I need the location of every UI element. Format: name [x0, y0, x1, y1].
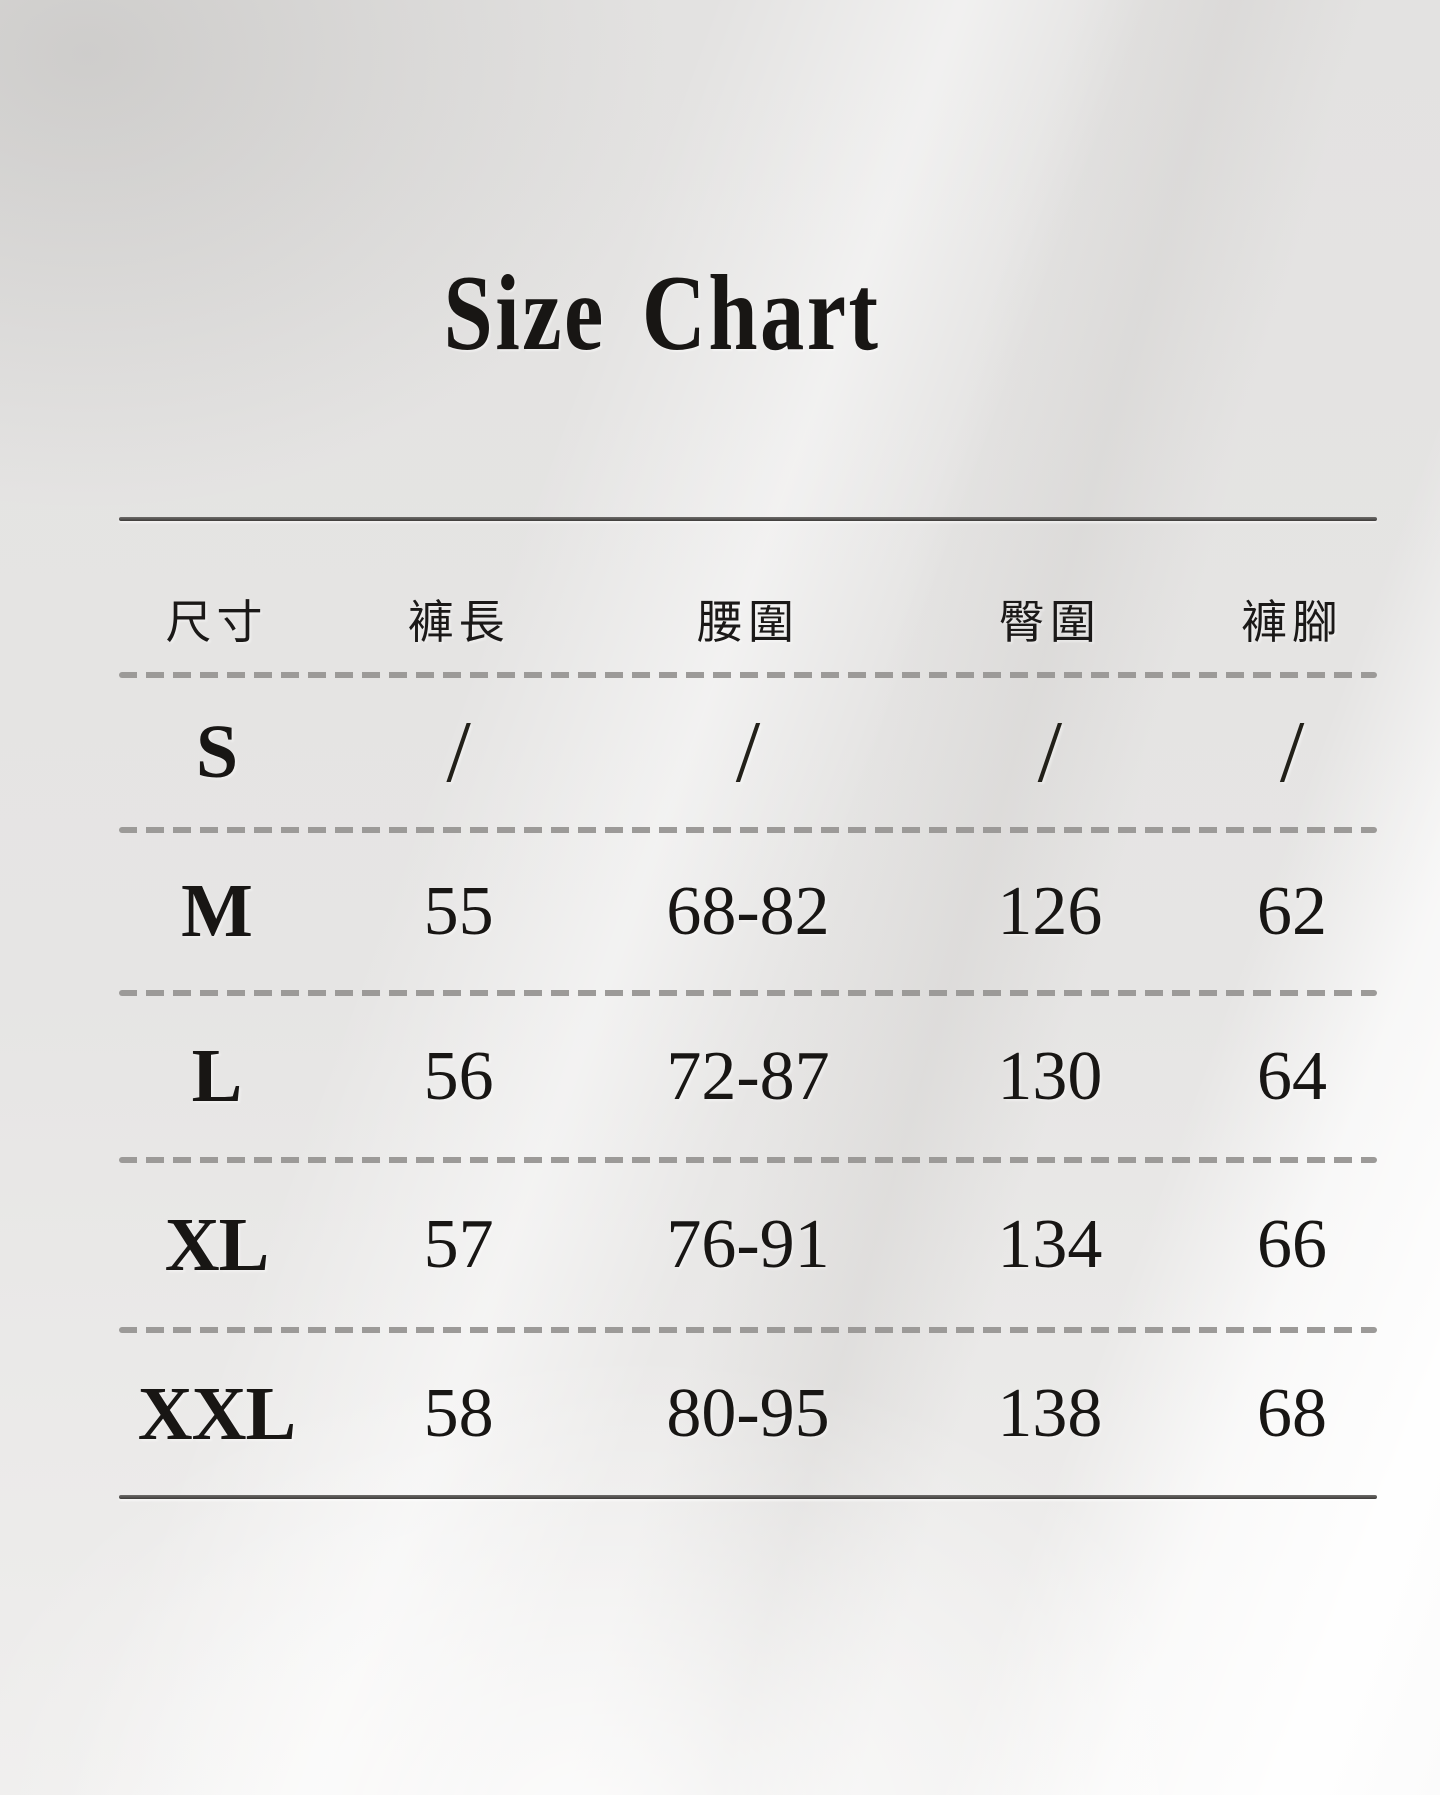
table-row-l: L 56 72-87 130 64 — [119, 996, 1377, 1157]
size-table: 尺寸 褲長 腰圍 臀圍 褲腳 S / / / / M 55 68-82 126 … — [119, 517, 1377, 1499]
cell-xxl-leg-opening: 68 — [1257, 1375, 1328, 1452]
table-row-m: M 55 68-82 126 62 — [119, 833, 1377, 990]
table-row-xl: XL 57 76-91 134 66 — [119, 1163, 1377, 1327]
row-divider — [119, 990, 1377, 996]
column-header-hip: 臀圍 — [998, 594, 1101, 649]
table-row-xxl: XXL 58 80-95 138 68 — [119, 1333, 1377, 1495]
cell-l-waist: 72-87 — [666, 1037, 830, 1115]
cell-m-leg-opening: 62 — [1257, 872, 1328, 950]
column-header-leg-opening: 褲腳 — [1241, 594, 1344, 649]
cell-s-waist: / — [735, 704, 761, 801]
column-header-waist: 腰圍 — [696, 594, 799, 649]
cell-l-hip: 130 — [997, 1037, 1103, 1115]
column-header-size: 尺寸 — [165, 594, 268, 649]
cell-s-hip: / — [1037, 704, 1063, 801]
row-divider — [119, 1157, 1377, 1163]
row-divider — [119, 1327, 1377, 1333]
cell-s-pant-length: / — [446, 704, 471, 801]
cell-xl-waist: 76-91 — [666, 1206, 830, 1283]
size-label: M — [181, 869, 253, 953]
size-label: S — [195, 710, 238, 794]
cell-xxl-hip: 138 — [997, 1375, 1103, 1452]
size-label: L — [191, 1034, 243, 1118]
cell-m-pant-length: 55 — [423, 872, 494, 950]
cell-xxl-waist: 80-95 — [666, 1375, 830, 1452]
cell-xl-pant-length: 57 — [423, 1206, 494, 1283]
cell-m-hip: 126 — [997, 872, 1103, 950]
size-label: XXL — [137, 1371, 296, 1456]
table-top-rule — [119, 517, 1377, 521]
cell-s-leg-opening: / — [1279, 704, 1305, 801]
cell-xl-hip: 134 — [997, 1206, 1103, 1283]
table-header-row: 尺寸 褲長 腰圍 臀圍 褲腳 — [119, 521, 1377, 672]
row-divider — [119, 672, 1377, 678]
table-row-s: S / / / / — [119, 678, 1377, 827]
cell-l-leg-opening: 64 — [1257, 1037, 1328, 1115]
cell-xl-leg-opening: 66 — [1257, 1206, 1328, 1283]
cell-m-waist: 68-82 — [666, 872, 830, 950]
size-label: XL — [164, 1202, 270, 1287]
column-header-pant-length: 褲長 — [407, 594, 510, 649]
row-divider — [119, 827, 1377, 833]
page-title: Size Chart — [443, 254, 881, 373]
table-bottom-rule — [119, 1495, 1377, 1499]
cell-l-pant-length: 56 — [423, 1037, 494, 1115]
cell-xxl-pant-length: 58 — [423, 1375, 494, 1452]
